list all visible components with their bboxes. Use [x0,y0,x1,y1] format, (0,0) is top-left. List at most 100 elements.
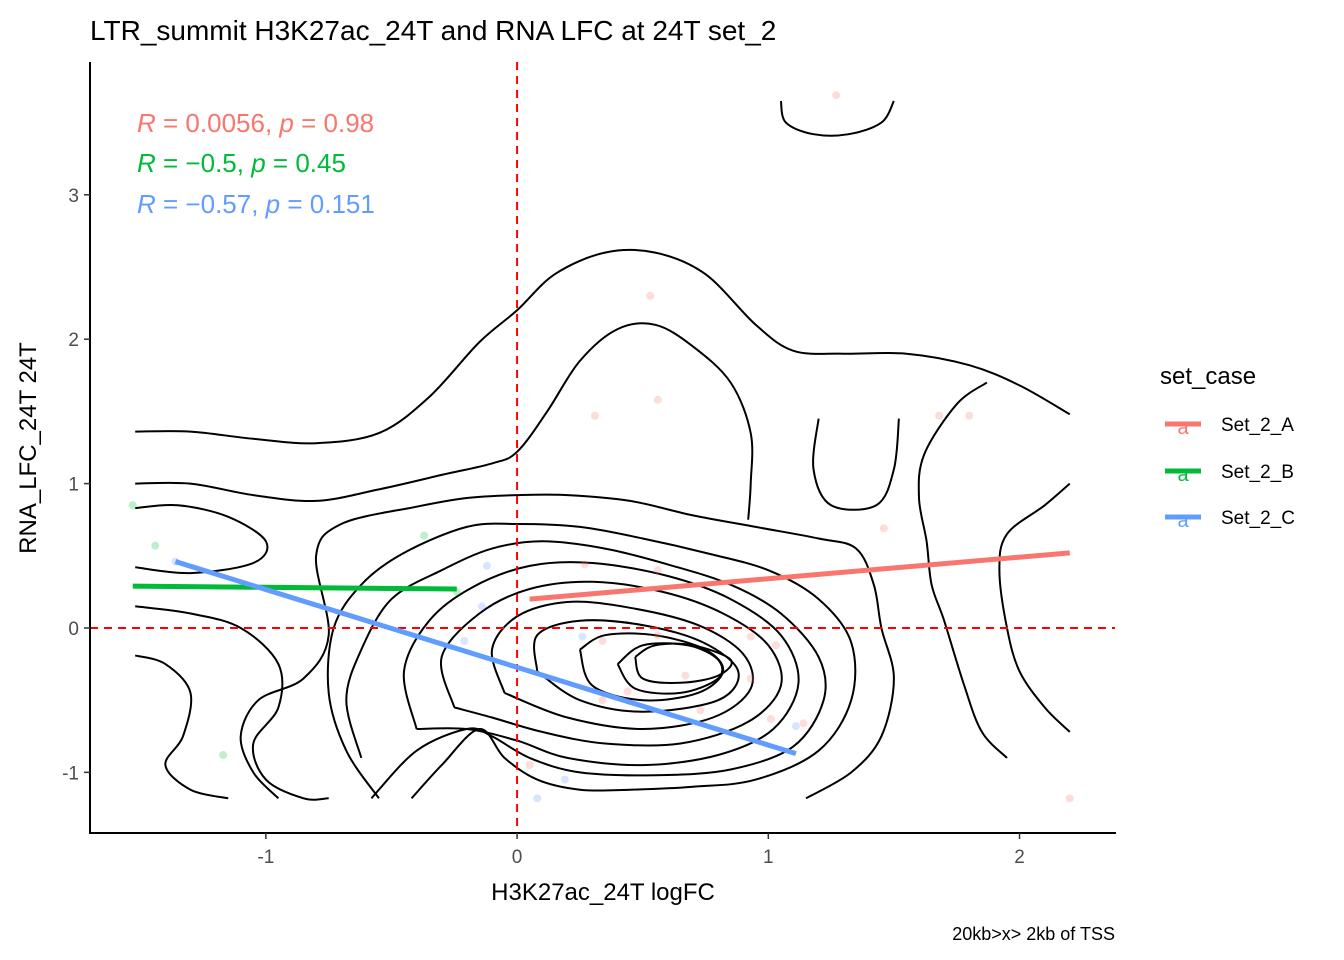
r-eq: = [156,189,186,219]
legend-title: set_case [1160,363,1256,390]
x-ticks: -1 0 1 2 [257,833,1025,868]
data-point-set-2-b [219,751,228,760]
x-tick-label: 2 [1014,847,1025,868]
p-value: 0.151 [310,189,375,219]
reference-lines [90,62,1115,833]
data-point-set-2-a [681,671,690,680]
data-point-set-2-a [965,411,974,420]
legend-label: Set_2_C [1221,508,1295,529]
data-point-set-2-a [653,395,662,404]
density-contour-line [490,600,754,731]
legend-key-glyph: a [1177,417,1189,439]
chart-caption: 20kb>x> 2kb of TSS [952,924,1115,944]
regression-line-set-2-c [174,559,797,756]
r-value: −0.5 [185,148,236,178]
x-tick-label: 0 [512,847,523,868]
regression-line-set-2-a [529,550,1070,602]
legend-label: Set_2_A [1221,415,1294,436]
data-point-set-2-c [477,602,486,611]
data-point-set-2-a [598,636,607,645]
data-point-set-2-c [578,632,587,641]
data-point-set-2-a [799,719,808,728]
data-point-set-2-a [696,706,705,715]
y-tick-label: 1 [68,475,79,496]
data-point-set-2-a [590,411,599,420]
regression-line-set-2-b [132,583,457,592]
legend-key-glyph: a [1177,464,1189,486]
scatter-points [128,91,1074,803]
data-point-set-2-a [766,714,775,723]
p-eq: = [266,148,296,178]
y-tick-label: 2 [68,330,79,351]
r-value: 0.0056 [185,108,265,138]
density-contour-line [917,381,1008,759]
x-tick-label: -1 [257,847,274,868]
p-eq: = [280,189,310,219]
legend-item-set-2-b[interactable]: a Set_2_B [1165,462,1294,486]
density-contour-line [326,522,857,799]
data-point-set-2-a [1065,794,1074,803]
data-point-set-2-b [128,501,137,510]
data-point-set-2-a [935,411,944,420]
data-point-set-2-a [653,631,662,640]
density-contour-line [135,503,269,575]
data-point-set-2-a [746,632,755,641]
p-eq: = [294,108,324,138]
r-eq: = [156,108,186,138]
legend: set_case a Set_2_A a Set_2_B a Set_2_C [1160,363,1295,532]
x-axis-title: H3K27ac_24T logFC [491,879,715,906]
data-point-set-2-a [525,761,534,770]
x-tick-label: 1 [763,847,774,868]
p-symbol: p [278,108,293,138]
legend-item-set-2-c[interactable]: a Set_2_C [1165,508,1295,532]
plot-area [90,62,1115,833]
sep: , [251,189,265,219]
density-contour-line [812,418,900,511]
y-tick-label: 3 [68,186,79,207]
data-point-set-2-c [791,722,800,731]
density-contour-line [135,605,329,801]
data-point-set-2-c [460,636,469,645]
data-point-set-2-c [482,561,491,570]
density-contour-line [402,561,800,767]
r-symbol: R [137,189,156,219]
chart-title: LTR_summit H3K27ac_24T and RNA LFC at 24… [90,15,776,46]
data-point-set-2-b [420,531,429,540]
stat-label-set-2-c: R = −0.57, p = 0.151 [137,189,375,219]
legend-key-glyph: a [1177,510,1189,532]
data-point-set-2-a [832,91,841,100]
data-point-set-2-a [879,524,888,533]
data-point-set-2-c [560,775,569,784]
data-point-set-2-a [771,641,780,650]
density-contour-line [135,248,1071,445]
stat-label-set-2-a: R = 0.0056, p = 0.98 [137,108,374,138]
y-tick-label: -1 [62,763,79,784]
data-point-set-2-a [646,291,655,300]
p-value: 0.45 [295,148,346,178]
density-contour-line [779,100,895,137]
r-symbol: R [137,148,156,178]
data-point-set-2-a [746,674,755,683]
density-contour-line [135,322,754,520]
sep: , [237,148,251,178]
correlation-labels: R = 0.0056, p = 0.98 R = −0.5, p = 0.45 … [137,108,375,219]
legend-item-set-2-a[interactable]: a Set_2_A [1165,415,1294,439]
p-symbol: p [250,148,265,178]
p-symbol: p [265,189,280,219]
density-contour-line [345,540,827,799]
data-point-set-2-b [151,541,160,550]
y-tick-label: 0 [68,619,79,640]
data-point-set-2-a [623,687,632,696]
sep: , [265,108,279,138]
r-value: −0.57 [185,189,251,219]
density-contour-line [239,493,895,800]
data-point-set-2-c [533,794,542,803]
data-point-set-2-a [598,696,607,705]
data-point-set-2-a [653,566,662,575]
legend-label: Set_2_B [1221,462,1294,483]
density-contour-line [439,580,783,747]
density-contour-line [616,642,724,695]
data-point-set-2-a [580,560,589,569]
density-contour-line [634,642,733,684]
